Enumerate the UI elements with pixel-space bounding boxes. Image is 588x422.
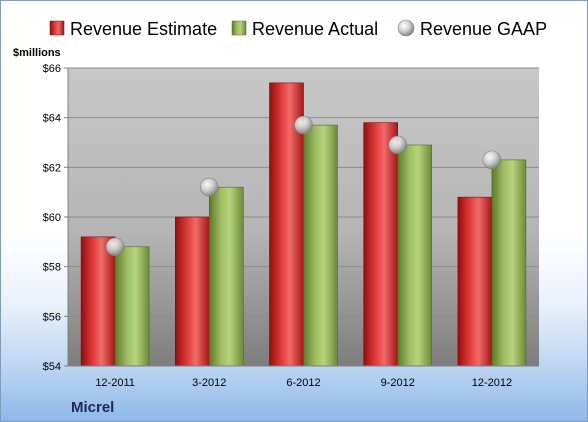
x-tick-label: 9-2012: [381, 377, 415, 389]
y-axis-ticks: $54 $56 $58 $60 $62 $64 $66: [43, 63, 61, 373]
bar-revenue-estimate: [175, 216, 210, 367]
legend-label-actual: Revenue Actual: [252, 19, 378, 39]
x-tick-label: 12-2011: [95, 377, 135, 389]
legend-label-estimate: Revenue Estimate: [70, 19, 217, 39]
y-tick-label: $56: [43, 311, 61, 323]
bar-revenue-estimate: [457, 196, 493, 367]
legend-swatch-actual: [231, 20, 247, 36]
marker-revenue-gaap: [388, 135, 408, 155]
y-tick-label: $54: [43, 361, 61, 373]
bar-revenue-actual: [209, 186, 244, 367]
marker-revenue-gaap: [482, 150, 502, 170]
y-tick-label: $62: [43, 162, 61, 174]
bar-revenue-actual: [114, 246, 150, 367]
y-tick-label: $64: [43, 113, 61, 125]
company-name: Micrel: [71, 399, 114, 416]
x-axis-ticks: 12-2011 3-2012 6-2012 9-2012 12-2012: [95, 377, 512, 389]
bars: [80, 82, 527, 367]
legend-item-actual: Revenue Actual: [231, 19, 378, 39]
y-tick-label: $66: [43, 63, 61, 75]
bar-revenue-actual: [491, 159, 527, 367]
bar-revenue-estimate: [80, 236, 116, 367]
marker-revenue-gaap: [200, 177, 219, 197]
legend-item-estimate: Revenue Estimate: [49, 19, 217, 39]
legend-item-gaap: Revenue GAAP: [397, 19, 547, 39]
bar-revenue-estimate: [363, 122, 399, 367]
bar-revenue-actual: [303, 124, 338, 367]
y-tick-label: $60: [43, 212, 61, 224]
x-tick-label: 3-2012: [192, 377, 226, 389]
x-tick-label: 6-2012: [286, 377, 320, 389]
marker-revenue-gaap: [294, 115, 313, 135]
gaap-markers: [105, 115, 502, 257]
x-tick-label: 12-2012: [472, 377, 512, 389]
y-tick-label: $58: [43, 262, 61, 274]
marker-revenue-gaap: [105, 237, 125, 257]
legend-swatch-estimate: [49, 20, 65, 36]
legend-marker-gaap: [397, 19, 415, 37]
legend: Revenue Estimate Revenue Actual Revenue …: [49, 19, 547, 39]
y-axis-unit-label: $millions: [13, 47, 61, 59]
legend-label-gaap: Revenue GAAP: [420, 19, 547, 39]
bar-revenue-actual: [397, 144, 433, 367]
